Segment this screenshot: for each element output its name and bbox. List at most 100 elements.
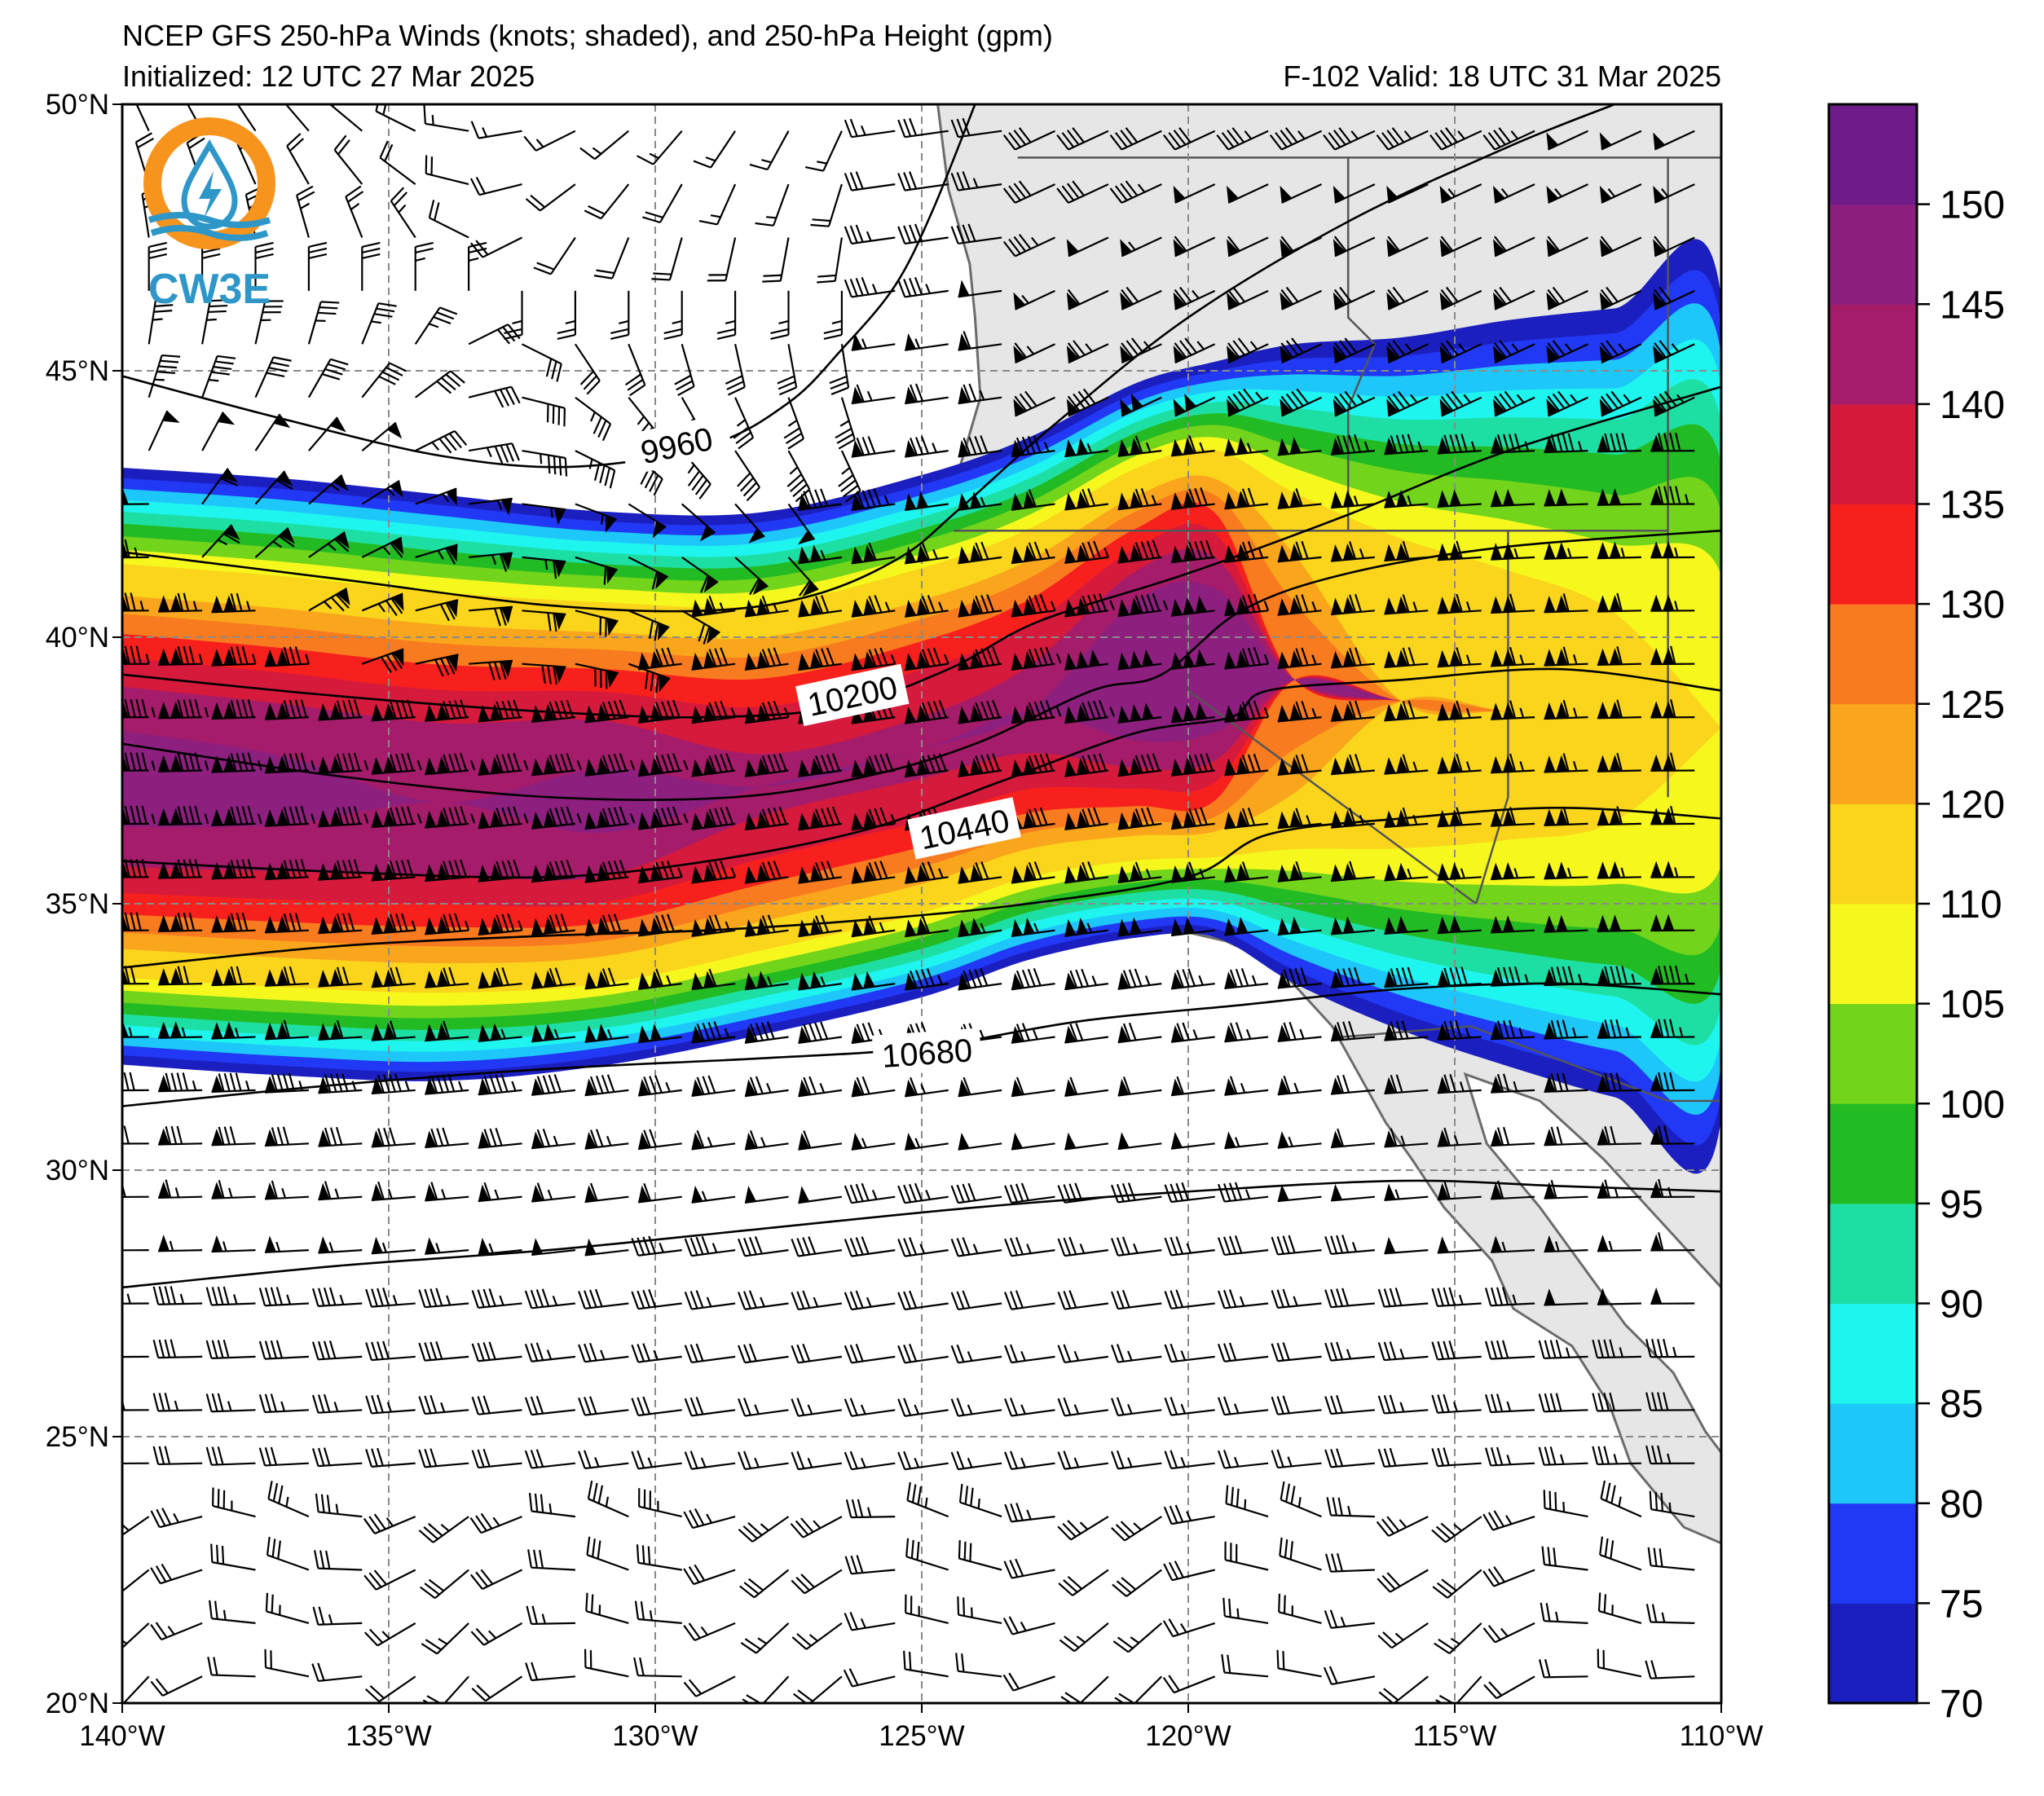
- wind-barb: [205, 1286, 256, 1306]
- wind-barb: [1645, 1660, 1695, 1679]
- wind-barb: [636, 1544, 682, 1571]
- wind-barb: [279, 104, 310, 132]
- wind-barb: [1224, 1131, 1269, 1150]
- wind-barb: [957, 1596, 1002, 1624]
- wind-barb: [1170, 1022, 1215, 1043]
- wind-barb: [1002, 180, 1055, 204]
- wind-barb: [1117, 649, 1162, 671]
- wind-barb: [642, 183, 683, 224]
- height-contour-line: [122, 667, 1721, 879]
- wind-barb: [1386, 340, 1429, 364]
- wind-barb: [1331, 434, 1375, 456]
- wind-barb: [1224, 437, 1269, 457]
- wind-barb: [308, 416, 346, 451]
- wind-barb: [1597, 699, 1641, 720]
- wind-barb: [1323, 1666, 1376, 1686]
- wind-barb: [1280, 183, 1322, 204]
- wind-barb: [1218, 1235, 1269, 1257]
- wind-barb: [587, 1480, 629, 1518]
- wind-barb: [744, 1130, 789, 1151]
- wind-barb: [787, 503, 816, 545]
- wind-barb: [637, 806, 689, 830]
- wind-barb: [637, 647, 682, 671]
- wind-barb: [122, 1285, 149, 1305]
- wind-barb: [1222, 1597, 1269, 1624]
- wind-barb: [148, 241, 167, 291]
- wind-barb: [1650, 1019, 1695, 1038]
- wind-barb: [958, 753, 1002, 778]
- wind-barb: [1384, 1128, 1429, 1148]
- wind-barb: [950, 171, 1002, 191]
- wind-barb: [631, 1450, 682, 1470]
- wind-barb: [258, 1287, 309, 1307]
- wind-barb: [691, 700, 737, 724]
- wind-barb: [1597, 752, 1641, 773]
- wind-barb: [158, 1235, 203, 1252]
- wind-barb: [1112, 1622, 1163, 1653]
- wind-barb: [844, 224, 896, 245]
- wind-barb: [1650, 433, 1695, 452]
- wind-barb: [1218, 1342, 1269, 1362]
- wind-barb: [1064, 540, 1109, 565]
- wind-barb: [1384, 434, 1429, 456]
- wind-barb: [158, 1125, 203, 1146]
- wind-barb: [1597, 1235, 1641, 1252]
- wind-barb: [318, 966, 363, 988]
- wind-barb: [361, 479, 403, 505]
- wind-barb: [791, 1290, 843, 1311]
- wind-barb: [469, 176, 522, 196]
- wind-barb: [584, 860, 629, 883]
- wind-barb: [738, 1516, 790, 1543]
- wind-barb: [1653, 183, 1695, 204]
- wind-barb: [524, 1342, 576, 1362]
- wind-barb: [1544, 1126, 1588, 1147]
- wind-barb: [578, 1288, 629, 1310]
- wind-barb: [211, 752, 262, 773]
- wind-barb: [844, 1555, 896, 1575]
- wind-barb: [1384, 647, 1429, 668]
- wind-barb: [1277, 594, 1322, 616]
- wind-barb: [425, 155, 469, 186]
- wind-barb: [379, 140, 416, 185]
- wind-barb: [783, 397, 805, 450]
- wind-barb: [1117, 702, 1162, 724]
- wind-barb: [254, 356, 292, 398]
- wind-barb: [307, 358, 349, 398]
- wind-barb: [428, 200, 469, 239]
- wind-barb: [1331, 754, 1375, 776]
- wind-barb: [1546, 340, 1588, 364]
- wind-barb: [478, 913, 523, 936]
- wind-barb: [1437, 700, 1482, 721]
- wind-barb: [525, 183, 576, 212]
- wind-barb: [738, 1343, 789, 1364]
- wind-barb: [1384, 1074, 1429, 1095]
- wind-barb: [1482, 1566, 1535, 1587]
- wind-barb: [897, 223, 949, 245]
- wind-barb: [311, 1287, 363, 1307]
- wind-barb: [897, 1182, 949, 1204]
- wind-barb: [1277, 488, 1322, 509]
- wind-barb: [1597, 806, 1641, 826]
- wind-barb: [1331, 1074, 1375, 1095]
- wind-barb: [1599, 130, 1642, 151]
- wind-barb: [1109, 180, 1162, 204]
- wind-barb: [158, 1072, 203, 1093]
- wind-barb: [1117, 968, 1162, 990]
- wind-barb: [1597, 1019, 1641, 1039]
- wind-barb: [318, 699, 363, 721]
- wind-barb: [122, 912, 149, 932]
- wind-barb: [1277, 916, 1322, 936]
- logo-ring: [143, 117, 275, 249]
- height-contour-line: [122, 104, 1615, 613]
- wind-barb: [1173, 236, 1216, 258]
- wind-barb: [1331, 541, 1375, 562]
- wind-barb: [371, 1127, 416, 1148]
- wind-barb: [791, 1450, 843, 1471]
- wind-barb: [371, 1181, 416, 1201]
- wind-barb: [524, 1449, 576, 1469]
- wind-barb: [471, 1288, 522, 1309]
- lon-tick-label: 130°W: [612, 1720, 698, 1752]
- wind-barb: [897, 277, 949, 298]
- wind-barb: [524, 1288, 576, 1310]
